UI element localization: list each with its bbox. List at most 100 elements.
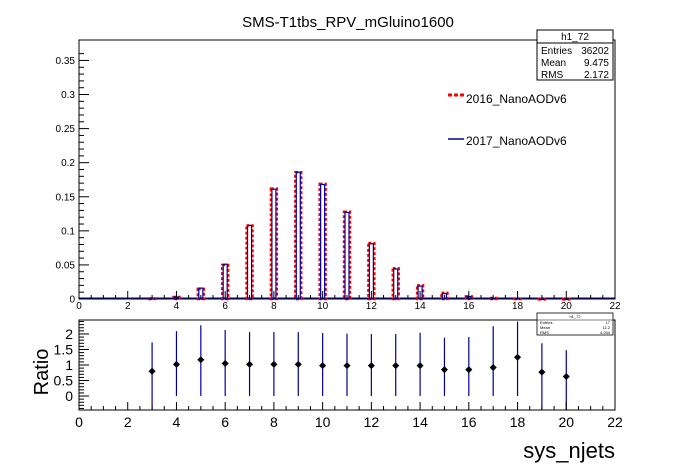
x-axis-label: sys_njets	[523, 438, 615, 463]
bar-2016-bin-12	[367, 241, 376, 301]
bar-2016-bin-10	[318, 182, 327, 301]
ratio-point-3	[148, 367, 156, 375]
stats-ratio-entries-value: 17	[606, 320, 611, 325]
main-y-axis: 0 0.05 0.1 0.15 0.2 0.25 0.3 0.35	[56, 53, 89, 306]
main-y-tick-label: 0.05	[56, 260, 76, 271]
main-bars	[79, 171, 615, 301]
main-plot-frame	[78, 39, 616, 300]
ratio-point-8	[270, 360, 278, 368]
main-x-tick-label: 18	[512, 301, 524, 312]
ratio-plot: 0 2 4 6 8 10 12 14 16 18 20 22 00.511.52	[54, 319, 623, 430]
ratio-x-tick-label: 6	[221, 414, 229, 430]
main-y-tick-label: 0	[69, 295, 75, 306]
ratio-x-tick-label: 4	[173, 414, 181, 430]
ratio-point-12	[367, 362, 375, 370]
main-plot: 0 2 4 6 8 10 12 14 16 18 20 22 00.050.10.150.20.250…	[56, 39, 621, 312]
stats-ratio-rms-value: 4.034	[600, 330, 611, 335]
bar-2017-bin-8	[271, 188, 277, 300]
ratio-x-tick-label: 20	[558, 414, 574, 430]
ratio-point-13	[392, 362, 400, 370]
ratio-point-5	[197, 356, 205, 364]
main-x-tick-label: 8	[271, 301, 277, 312]
bar-2017-bin-11	[344, 211, 350, 300]
stats-mean-value: 9.475	[584, 58, 609, 69]
ratio-point-10	[319, 362, 327, 370]
main-x-tick-label: 2	[125, 301, 131, 312]
chart-title: SMS-T1tbs_RPV_mGluino1600	[242, 14, 454, 31]
bar-2017-bin-7	[246, 224, 253, 300]
ratio-x-axis: 0 2 4 6 8 10 12 14 16 18 20 22	[75, 402, 623, 430]
main-x-tick-label: 12	[366, 301, 378, 312]
ratio-point-19	[538, 368, 546, 376]
legend: 2016_NanoAODv6 2017_NanoAODv6	[448, 92, 567, 148]
ratio-y-label: Ratio	[31, 349, 53, 396]
stats-ratio-rms-label: RMS	[540, 330, 549, 335]
stats-box-name: h1_72	[561, 32, 589, 43]
main-x-tick-label: 10	[317, 301, 329, 312]
main-y-tick-label: 0.25	[56, 124, 76, 135]
ratio-x-tick-label: 18	[510, 414, 526, 430]
ratio-point-11	[343, 362, 351, 370]
ratio-x-tick-label: 8	[270, 414, 278, 430]
main-x-tick-label: 6	[222, 301, 228, 312]
stats-ratio-entries-label: Entries	[540, 320, 552, 325]
ratio-point-7	[246, 360, 254, 368]
ratio-y-tick-label: 1	[65, 357, 73, 373]
legend-entry-2016: 2016_NanoAODv6	[448, 92, 567, 106]
stats-box-ratio: h1_72 Entries 17 Mean 11.2 RMS 4.034	[536, 312, 614, 336]
bar-2017-bin-10	[320, 183, 326, 300]
ratio-point-18	[514, 353, 522, 361]
bar-2017-bin-13	[393, 268, 399, 300]
main-x-tick-label: 20	[561, 301, 573, 312]
main-y-tick-label: 0.35	[56, 56, 76, 67]
ratio-x-tick-label: 22	[607, 414, 623, 430]
ratio-x-tick-label: 0	[75, 414, 83, 430]
legend-label-2016: 2016_NanoAODv6	[466, 92, 567, 106]
ratio-point-17	[489, 363, 497, 372]
main-y-tick-label: 0.3	[61, 90, 75, 101]
ratio-x-tick-label: 2	[124, 414, 132, 430]
main-y-tick-label: 0.1	[61, 226, 75, 237]
stats-rms-label: RMS	[541, 70, 564, 81]
legend-entry-2017: 2017_NanoAODv6	[448, 134, 567, 148]
ratio-y-tick-label: 0	[65, 388, 73, 404]
ratio-point-4	[172, 360, 180, 368]
ratio-x-tick-label: 10	[315, 414, 331, 430]
main-x-tick-label: 16	[463, 301, 475, 312]
ratio-y-tick-label: 1.5	[54, 341, 74, 357]
main-x-axis: 0 2 4 6 8 10 12 14 16 18 20 22	[76, 291, 621, 312]
stats-box-main: h1_72 Entries 36202 Mean 9.475 RMS 2.172	[536, 29, 614, 81]
main-x-tick-label: 0	[76, 301, 82, 312]
ratio-y-tick-label: 2	[65, 326, 73, 342]
ratio-points	[148, 321, 570, 410]
ratio-point-15	[440, 366, 448, 374]
stats-entries-label: Entries	[541, 46, 572, 57]
stats-ratio-mean-label: Mean	[540, 325, 550, 330]
legend-label-2017: 2017_NanoAODv6	[466, 134, 567, 148]
main-x-tick-label: 4	[174, 301, 180, 312]
stats-ratio-name: h1_72	[569, 314, 581, 319]
bar-2017-bin-20	[563, 298, 569, 301]
ratio-x-tick-label: 14	[412, 414, 428, 430]
bar-2017-bin-9	[295, 171, 301, 300]
bar-2017-bin-12	[368, 243, 374, 300]
bar-2016-bin-13	[391, 267, 400, 301]
ratio-x-tick-label: 12	[364, 414, 380, 430]
ratio-point-6	[221, 359, 229, 367]
ratio-y-axis: 00.511.52	[54, 321, 89, 409]
ratio-point-14	[416, 362, 424, 370]
main-x-tick-label: 22	[609, 301, 621, 312]
ratio-point-20	[562, 372, 570, 381]
main-y-tick-label: 0.2	[61, 158, 75, 169]
main-x-tick-label: 14	[415, 301, 427, 312]
stats-mean-label: Mean	[541, 58, 566, 69]
stats-rms-value: 2.172	[584, 70, 609, 81]
main-y-tick-label: 0.15	[56, 192, 76, 203]
ratio-y-tick-label: 0.5	[54, 373, 74, 389]
bar-2016-bin-8	[269, 187, 279, 301]
bar-2016-bin-5	[196, 287, 206, 301]
ratio-point-16	[465, 366, 473, 374]
stats-ratio-mean-value: 11.2	[603, 325, 611, 330]
ratio-x-tick-label: 16	[461, 414, 477, 430]
